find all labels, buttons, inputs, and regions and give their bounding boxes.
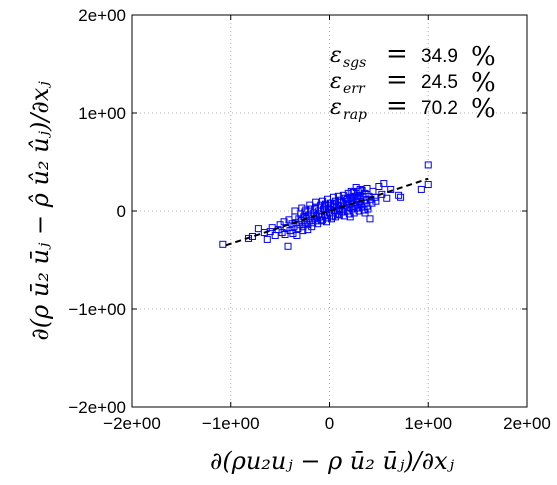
data-point (284, 242, 292, 250)
data-point (367, 195, 375, 203)
data-point (346, 213, 354, 221)
annotation-value: 24.5 (421, 72, 458, 93)
data-point (319, 197, 327, 205)
x-axis-label: ∂(ρu₂uⱼ − ρ ū₂ ūⱼ)/∂xⱼ (210, 447, 455, 475)
equals-sign: = (386, 65, 408, 95)
data-point (372, 197, 380, 205)
data-point (263, 235, 271, 243)
epsilon-subscript: sgs (343, 55, 366, 71)
epsilon-subscript: rap (343, 107, 367, 123)
data-point (304, 221, 312, 229)
data-point (383, 194, 391, 202)
data-point (347, 187, 355, 195)
epsilon-symbol: ε (330, 69, 342, 94)
data-point (348, 194, 356, 202)
y-tick-label: 2e+00 (78, 6, 126, 25)
data-point (350, 209, 358, 217)
data-point (319, 216, 327, 224)
data-point (368, 199, 376, 207)
y-tick-label: 0 (117, 202, 126, 221)
y-tick-label: 1e+00 (78, 104, 126, 123)
annotation-value: 34.9 (421, 46, 458, 67)
epsilon-symbol: ε (330, 95, 342, 120)
equals-sign: = (386, 91, 408, 121)
data-point (301, 208, 309, 216)
x-tick-label: 1e+00 (404, 414, 452, 433)
data-point (327, 215, 335, 223)
data-point (353, 195, 361, 203)
data-point (356, 185, 364, 193)
fit-line (225, 177, 429, 247)
x-ticks: −2e+00 −1e+00 0 1e+00 2e+00 (103, 15, 551, 433)
data-point (311, 205, 319, 213)
annotation-err: ε err = 24.5% (330, 65, 496, 98)
y-tick-label: −2e+00 (68, 398, 126, 417)
data-point (294, 225, 302, 233)
data-point (387, 185, 395, 193)
data-point (330, 200, 338, 208)
data-point (335, 211, 343, 219)
annotation-value: 70.2 (421, 98, 458, 119)
plot-area: −2e+00 −1e+00 0 1e+00 2e+00 −2e+00 −1e+00 0 1e+… (68, 6, 551, 433)
data-point (424, 161, 432, 169)
data-point (339, 191, 347, 199)
data-point (291, 207, 299, 215)
data-point (397, 193, 405, 201)
y-ticks: −2e+00 −1e+00 0 1e+00 2e+00 (68, 6, 527, 417)
epsilon-symbol: ε (330, 43, 342, 68)
data-point (281, 231, 289, 239)
percent-sign: % (471, 94, 496, 124)
data-point (361, 209, 369, 217)
data-point (254, 225, 262, 233)
x-tick-label: 0 (325, 414, 334, 433)
data-point (321, 202, 329, 210)
equals-sign: = (386, 39, 408, 69)
percent-sign: % (471, 42, 496, 72)
data-point (352, 183, 360, 191)
data-point (312, 198, 320, 206)
x-axis-label-text: ∂(ρu₂uⱼ − ρ ū₂ ūⱼ)/∂xⱼ (210, 447, 455, 475)
data-point (417, 185, 425, 193)
data-point (366, 215, 374, 223)
y-axis-label-text: ∂(ρ ū₂ ūⱼ − ρ̂ û₂ ûⱼ)/∂xⱼ (26, 81, 54, 341)
error-annotations: ε sgs = 34.9 %ε err = 24.5 %ε rap = 70.2% (330, 39, 496, 124)
x-tick-label: −1e+00 (202, 414, 260, 433)
data-point (329, 193, 337, 201)
percent-sign: % (471, 68, 496, 98)
annotation-sgs: ε sgs = 34.9% (330, 39, 496, 72)
data-point (318, 217, 326, 225)
data-point (343, 195, 351, 203)
data-point (331, 213, 339, 221)
y-tick-label: −1e+00 (68, 300, 126, 319)
data-point (289, 230, 297, 238)
x-tick-label: −2e+00 (103, 414, 161, 433)
data-point (293, 232, 301, 239)
data-point (380, 180, 388, 188)
annotation-rap: ε rap = 70.2% (330, 91, 496, 124)
data-point (299, 227, 307, 235)
data-point (363, 184, 371, 192)
data-points (219, 161, 432, 250)
data-point (395, 191, 403, 199)
x-tick-label: 2e+00 (503, 414, 551, 433)
data-point (354, 187, 362, 195)
y-axis-label: ∂(ρ ū₂ ūⱼ − ρ̂ û₂ ûⱼ)/∂xⱼ (26, 81, 54, 341)
data-point (309, 219, 317, 227)
epsilon-subscript: err (343, 81, 366, 97)
data-point (424, 181, 432, 189)
